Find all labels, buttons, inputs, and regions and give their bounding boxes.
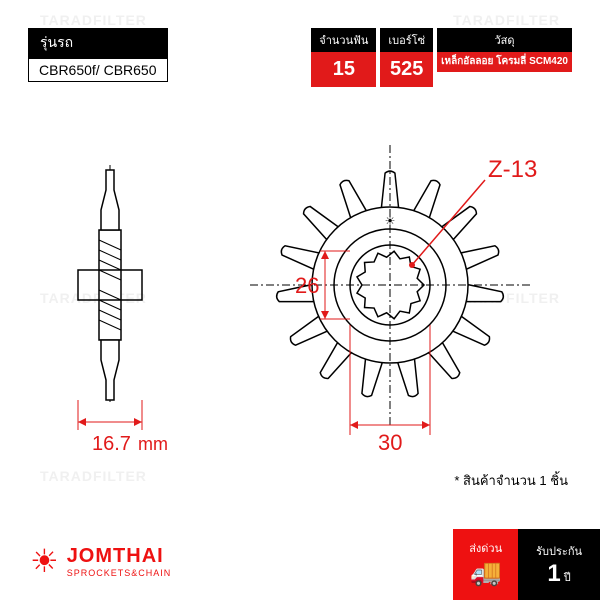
dim-outer: 30 [378,430,402,455]
logo-sub: SPROCKETS&CHAIN [67,568,172,578]
model-group: รุ่นรถ CBR650f/ CBR650 [28,28,168,82]
spec-teeth-value: 15 [311,52,376,87]
spec-chain-label: เบอร์โซ่ [380,28,433,52]
truck-icon: 🚚 [469,557,501,588]
warranty-label: รับประกัน [536,542,582,560]
watermark: TARADFILTER [453,290,560,306]
warranty-unit: ปี [564,572,571,584]
shipping-label: ส่งด่วน [469,539,502,557]
spec-chain-value: 525 [380,52,433,87]
warranty-badge: รับประกัน 1 ปี [518,529,600,600]
spec-material-value: เหล็กอัลลอย โครมลี่ SCM420 [437,52,572,72]
quantity-note: * สินค้าจำนวน 1 ชิ้น [454,470,568,491]
dim-unit: mm [138,434,168,454]
technical-diagram: 16.7 mm ☀ Z-13 26 [0,130,600,460]
watermark: TARADFILTER [40,290,147,306]
spec-teeth: จำนวนฟัน 15 [311,28,376,87]
model-value: CBR650f/ CBR650 [28,58,168,82]
model-label: รุ่นรถ [28,28,168,58]
dim-width: 16.7 [92,433,131,455]
spec-chain: เบอร์โซ่ 525 [380,28,433,87]
shipping-badge: ส่งด่วน 🚚 [453,529,518,600]
svg-text:☀: ☀ [385,214,396,228]
dim-spline: Z-13 [488,156,537,183]
dim-inner: 26 [295,273,319,298]
spec-material: วัสดุ เหล็กอัลลอย โครมลี่ SCM420 [437,28,572,87]
spec-material-label: วัสดุ [437,28,572,52]
spec-teeth-label: จำนวนฟัน [311,28,376,52]
logo-name: JOMTHAI [67,545,172,568]
spec-group: จำนวนฟัน 15 เบอร์โซ่ 525 วัสดุ เหล็กอัลล… [311,28,572,87]
watermark: TARADFILTER [40,468,147,484]
sun-icon: ☀ [30,542,59,580]
footer: ☀ JOMTHAI SPROCKETS&CHAIN ส่งด่วน 🚚 รับป… [0,522,600,600]
warranty-value: 1 [547,560,560,587]
top-bar: รุ่นรถ CBR650f/ CBR650 จำนวนฟัน 15 เบอร์… [0,0,600,87]
brand-logo: ☀ JOMTHAI SPROCKETS&CHAIN [0,522,171,600]
